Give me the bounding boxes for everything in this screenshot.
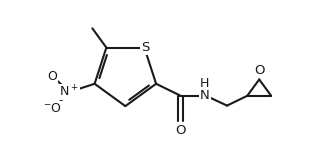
Text: N$^+$: N$^+$: [59, 84, 79, 100]
Text: O: O: [48, 70, 57, 83]
Text: O: O: [254, 64, 265, 77]
Text: S: S: [141, 41, 149, 54]
Text: N: N: [200, 89, 210, 102]
Text: H: H: [200, 77, 210, 90]
Text: $^{-}$O: $^{-}$O: [43, 102, 62, 115]
Text: O: O: [175, 124, 185, 137]
